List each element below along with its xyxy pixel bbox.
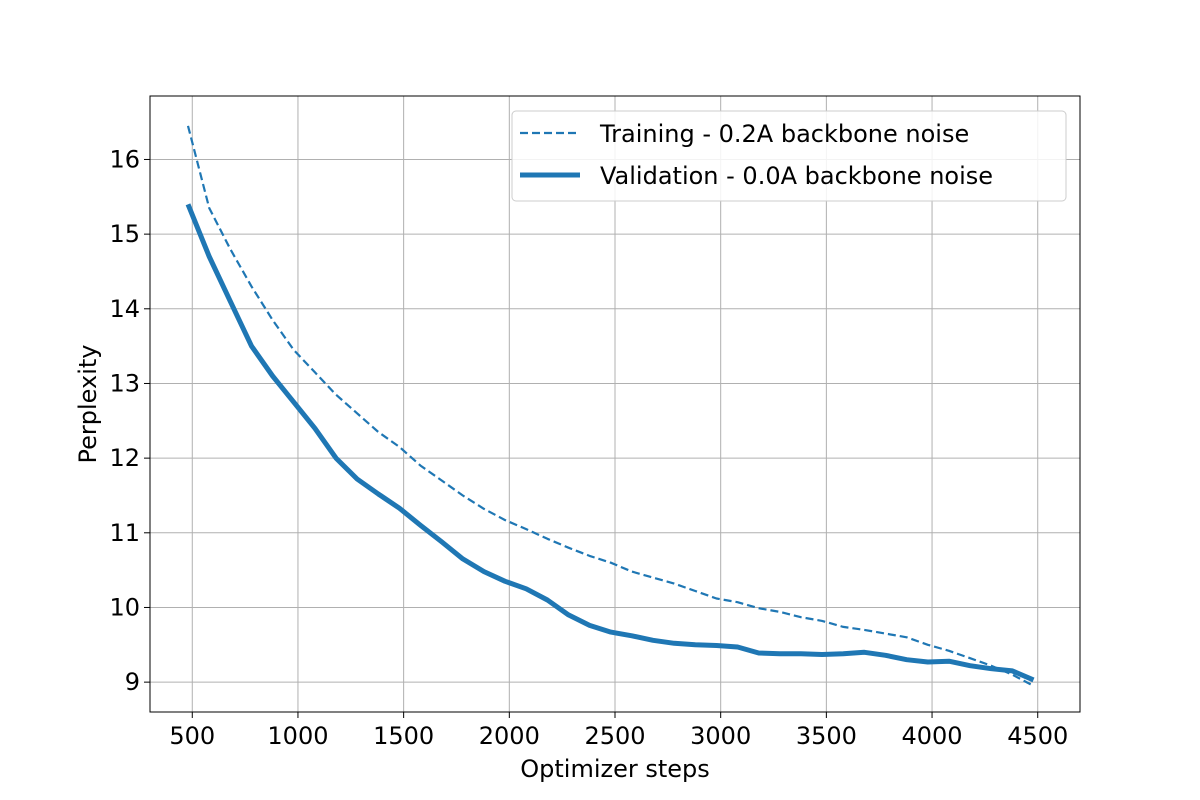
x-tick-label: 2500 xyxy=(584,722,645,750)
y-tick-label: 16 xyxy=(109,145,140,173)
legend-box xyxy=(511,110,1067,202)
y-tick-label: 11 xyxy=(109,519,140,547)
x-axis-ticks: 500 1000 1500 2000 2500 3000 3500 4000 4500 xyxy=(169,712,1068,750)
x-tick-label: 4000 xyxy=(902,722,963,750)
y-tick-label: 10 xyxy=(109,593,140,621)
legend-label: Validation - 0.0A backbone noise xyxy=(600,162,993,190)
y-tick-label: 15 xyxy=(109,220,140,248)
x-tick-label: 1000 xyxy=(267,722,328,750)
x-tick-label: 2000 xyxy=(479,722,540,750)
validation-series-line xyxy=(185,203,1035,683)
legend: Training - 0.2A backbone noise Validation… xyxy=(511,110,1067,202)
y-tick-label: 9 xyxy=(125,668,140,696)
y-tick-label: 12 xyxy=(109,444,140,472)
y-tick-label: 13 xyxy=(109,369,140,397)
x-tick-label: 4500 xyxy=(1007,722,1068,750)
x-tick-label: 1500 xyxy=(373,722,434,750)
y-axis-title: Perplexity xyxy=(74,345,102,464)
x-tick-label: 3000 xyxy=(690,722,751,750)
legend-label: Training - 0.2A backbone noise xyxy=(599,120,969,148)
y-tick-label: 14 xyxy=(109,295,140,323)
x-tick-label: 3500 xyxy=(796,722,857,750)
x-tick-label: 500 xyxy=(169,722,215,750)
x-axis-title: Optimizer steps xyxy=(520,755,710,783)
training-series-line xyxy=(186,125,1035,687)
y-axis-ticks: 9 10 11 12 13 14 15 16 xyxy=(109,145,150,696)
series-lines xyxy=(185,125,1035,687)
